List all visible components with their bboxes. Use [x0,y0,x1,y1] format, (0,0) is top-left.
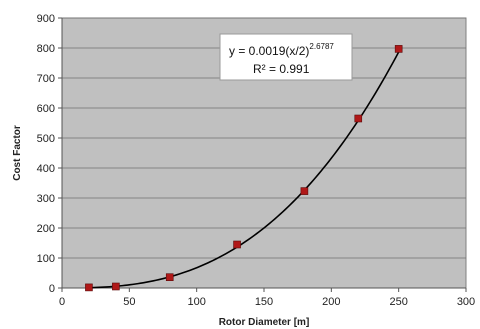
trendline-equation: y = 0.0019(x/2)2.6787 [229,42,334,58]
equation-box: y = 0.0019(x/2)2.6787 R² = 0.991 [219,33,353,81]
data-points [85,45,403,292]
data-point-5 [354,114,363,123]
x-axis-title: Rotor Diameter [m] [219,317,310,328]
equation-prefix: y = 0.0019(x/2) [229,44,309,58]
data-point-2 [165,273,174,282]
y-tick-label-0: 0 [49,283,55,295]
y-tick-label-8: 800 [37,43,55,55]
x-axis-ticks: 0 50 100 150 200 250 300 [59,288,475,308]
y-tick-label-3: 300 [37,193,55,205]
trendline [88,51,400,289]
x-tick-label-3: 150 [255,296,273,308]
y-axis-ticks: 0 100 200 300 400 500 600 700 800 900 [37,13,62,295]
y-tick-label-2: 200 [37,223,55,235]
x-tick-label-4: 200 [322,296,340,308]
r-squared-label: R² = 0.991 [253,62,310,76]
x-tick-label-5: 250 [389,296,407,308]
equation-exponent: 2.6787 [309,42,334,51]
data-point-1 [112,282,120,291]
x-tick-label-0: 0 [59,296,65,308]
y-tick-label-6: 600 [37,103,55,115]
gridlines [62,17,466,259]
y-tick-label-5: 500 [37,133,55,145]
data-point-0 [85,283,93,292]
data-point-4 [300,187,309,195]
data-point-6 [394,45,403,53]
data-point-3 [233,240,241,249]
x-tick-label-1: 50 [123,296,135,308]
x-tick-label-2: 100 [187,296,205,308]
y-axis-title: Cost Factor [12,125,23,181]
y-tick-label-1: 100 [37,253,55,265]
x-tick-label-6: 300 [457,296,475,308]
y-tick-label-9: 900 [37,13,55,25]
y-tick-label-7: 700 [37,73,55,85]
y-tick-label-4: 400 [37,163,55,175]
